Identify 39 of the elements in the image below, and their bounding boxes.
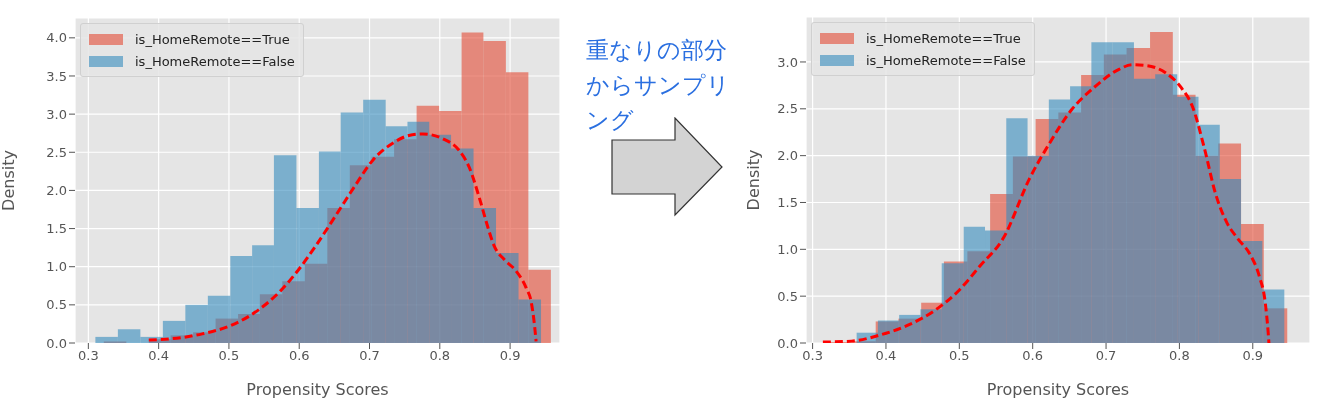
x-tick-label: 0.8 <box>429 348 451 364</box>
y-axis-title: Density <box>0 150 18 211</box>
y-tick-label: 0.5 <box>46 297 67 313</box>
y-tick-label: 2.0 <box>777 148 798 164</box>
legend-label: is_HomeRemote==True <box>135 31 290 47</box>
x-tick-label: 0.4 <box>875 348 897 364</box>
y-tick-label: 2.0 <box>46 183 67 199</box>
x-tick-label: 0.3 <box>78 348 99 364</box>
x-axis-title: Propensity Scores <box>246 380 389 399</box>
legend-label: is_HomeRemote==True <box>866 30 1021 46</box>
y-tick-label: 2.5 <box>777 101 798 117</box>
y-tick-label: 0.0 <box>46 335 67 351</box>
y-axis-title: Density <box>743 149 763 211</box>
legend-label: is_HomeRemote==False <box>866 52 1026 68</box>
y-tick-label: 3.0 <box>46 106 67 122</box>
x-tick-label: 0.9 <box>499 348 521 364</box>
x-tick-label: 0.9 <box>1242 348 1264 364</box>
x-tick-label: 0.6 <box>1022 348 1044 364</box>
y-tick-label: 1.0 <box>777 241 798 257</box>
legend-label: is_HomeRemote==False <box>135 53 295 69</box>
y-tick-label: 1.0 <box>46 259 67 275</box>
x-tick-label: 0.7 <box>1095 348 1117 364</box>
x-axis-title: Propensity Scores <box>986 380 1130 399</box>
x-tick-label: 0.5 <box>948 348 970 364</box>
x-tick-label: 0.5 <box>218 348 240 364</box>
x-tick-label: 0.3 <box>802 348 823 364</box>
x-tick-label: 0.8 <box>1169 348 1190 364</box>
x-tick-label: 0.4 <box>148 348 169 364</box>
y-tick-label: 1.5 <box>777 195 798 211</box>
y-tick-label: 4.0 <box>46 30 67 46</box>
y-tick-label: 2.5 <box>46 144 67 160</box>
y-tick-label: 1.5 <box>46 221 67 237</box>
y-tick-label: 0.0 <box>777 335 798 351</box>
x-tick-label: 0.6 <box>288 348 310 364</box>
y-tick-label: 3.0 <box>777 54 798 70</box>
y-tick-label: 3.5 <box>46 68 67 84</box>
y-tick-label: 0.5 <box>777 288 798 304</box>
x-tick-label: 0.7 <box>359 348 380 364</box>
text: 重なりの部分からサンプリング <box>586 36 730 135</box>
